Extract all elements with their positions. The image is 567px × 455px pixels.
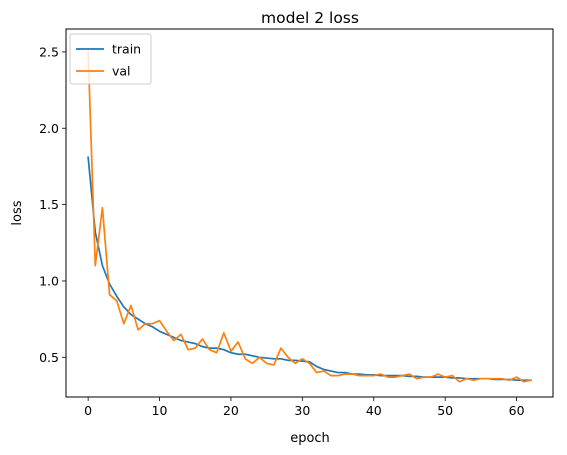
plot-frame xyxy=(65,28,554,398)
y-tick-label: 2.5 xyxy=(39,44,59,59)
legend-label-val: val xyxy=(112,64,131,79)
plot-area: 0 10 20 30 40 50 60 0.5 1.0 1.5 2.0 2.5 xyxy=(39,28,554,418)
series-layer xyxy=(87,51,532,383)
series-line-train xyxy=(87,156,532,382)
chart-title: model 2 loss xyxy=(261,9,359,27)
x-tick-label: 60 xyxy=(509,403,525,418)
y-axis-label: loss xyxy=(10,200,25,225)
series-line-val xyxy=(87,51,532,383)
y-tick-label: 0.5 xyxy=(39,350,59,365)
x-tick-label: 40 xyxy=(366,403,382,418)
x-tick-label: 10 xyxy=(152,403,168,418)
legend: train val xyxy=(69,33,152,85)
x-axis: 0 10 20 30 40 50 60 xyxy=(84,397,525,418)
y-axis: 0.5 1.0 1.5 2.0 2.5 xyxy=(39,44,66,365)
y-tick-label: 1.0 xyxy=(39,273,59,288)
x-tick-label: 20 xyxy=(223,403,239,418)
x-tick-label: 30 xyxy=(294,403,310,418)
legend-label-train: train xyxy=(112,42,141,57)
y-tick-label: 1.5 xyxy=(39,197,59,212)
x-axis-label: epoch xyxy=(290,431,330,446)
y-tick-label: 2.0 xyxy=(39,121,59,136)
x-tick-label: 0 xyxy=(84,403,92,418)
x-tick-label: 50 xyxy=(437,403,453,418)
